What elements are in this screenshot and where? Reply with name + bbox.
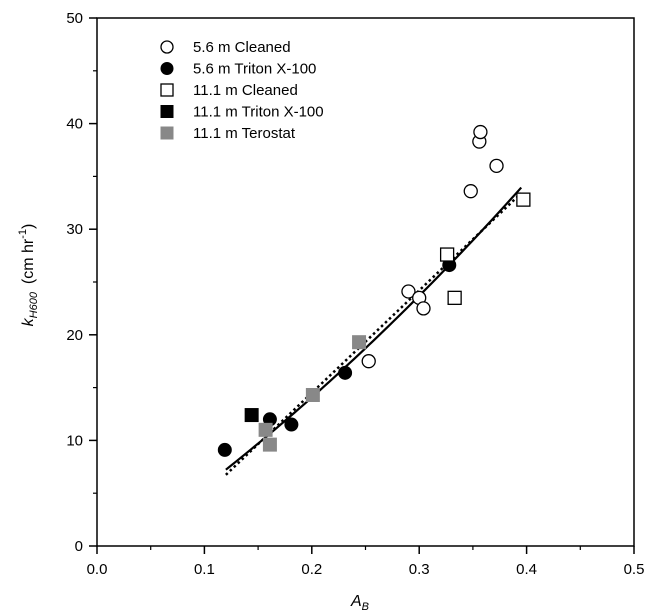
data-point	[258, 422, 273, 437]
data-point	[401, 284, 416, 299]
series-0	[361, 124, 504, 369]
data-point	[473, 124, 488, 140]
data-point	[416, 301, 431, 316]
y-tick-label: 10	[66, 432, 83, 449]
x-tick-label: 0.3	[409, 561, 430, 578]
y-tick-label: 30	[66, 221, 83, 238]
x-tick-label: 0.4	[516, 561, 537, 578]
legend-marker	[160, 105, 174, 118]
legend-label: 5.6 m Triton X-100	[193, 61, 316, 78]
legend-label: 11.1 m Terostat	[193, 125, 296, 142]
data-point	[338, 365, 353, 380]
legend-label: 11.1 m Cleaned	[193, 82, 298, 99]
data-point	[284, 417, 299, 432]
y-tick-label: 50	[66, 10, 83, 27]
y-tick-label: 20	[66, 327, 83, 344]
legend-marker	[160, 40, 174, 54]
y-tick-label: 0	[75, 538, 83, 555]
data-point	[439, 247, 455, 262]
legend-label: 5.6 m Cleaned	[193, 39, 291, 56]
data-point	[361, 354, 376, 369]
x-tick-label: 0.5	[624, 561, 645, 578]
fit-line-dotted	[225, 192, 523, 476]
data-point	[463, 184, 478, 199]
legend-marker	[160, 126, 174, 140]
legend-marker	[160, 83, 174, 97]
plot-frame	[96, 17, 635, 547]
series-4	[258, 335, 367, 452]
legend: 5.6 m Cleaned 5.6 m Triton X-100 11.1 m Cl…	[160, 39, 324, 142]
series-3	[244, 408, 259, 423]
data-points	[217, 124, 531, 457]
data-point	[244, 408, 259, 423]
data-point	[262, 437, 277, 452]
x-tick-label: 0.2	[301, 561, 322, 578]
x-tick-label: 0.0	[87, 561, 108, 578]
x-tick-label: 0.1	[194, 561, 215, 578]
data-point	[217, 442, 232, 457]
legend-marker	[160, 62, 174, 75]
y-axis-title: kH600(cm hr-1)	[17, 224, 40, 327]
data-point	[516, 192, 531, 207]
axes: 0.0 0.1 0.2 0.3 0.4 0.5 0 10 20 30 40 50	[66, 10, 644, 578]
series-1	[217, 258, 457, 457]
x-axis-title: AB	[350, 593, 369, 610]
fit-lines	[225, 186, 523, 476]
series-2	[439, 192, 531, 305]
data-point	[489, 158, 504, 173]
legend-label: 11.1 m Triton X-100	[193, 104, 324, 121]
data-point	[447, 290, 462, 305]
plot-border	[96, 17, 635, 547]
y-tick-label: 40	[66, 116, 83, 133]
data-point	[305, 387, 320, 402]
data-point	[352, 335, 367, 350]
